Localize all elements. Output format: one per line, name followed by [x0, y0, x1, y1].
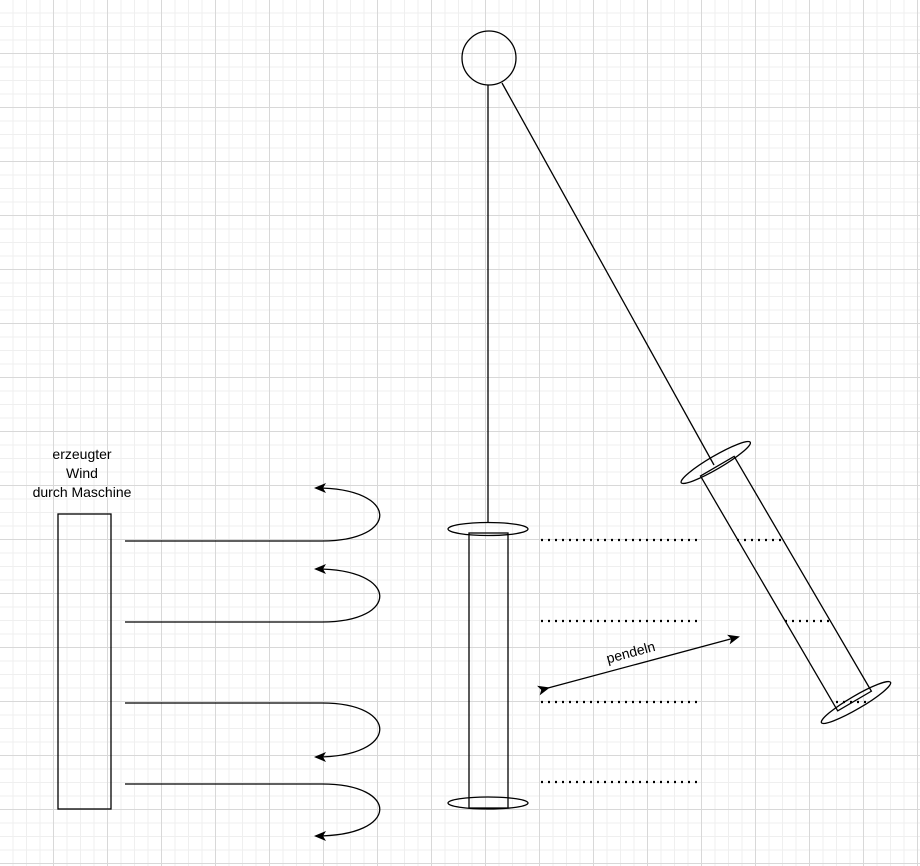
wind-stream-2: [125, 564, 381, 623]
wind-stream-4: [125, 783, 381, 841]
pendulum-top-disc-swung: [680, 440, 752, 485]
pendulum-string-swung: [501, 82, 715, 466]
wind-label-line-3: durch Maschine: [32, 484, 132, 500]
wind-machine: [57, 513, 112, 810]
pendulum-top-disc-rest: [447, 521, 529, 537]
swing-label: pendeln: [605, 638, 657, 666]
pendulum-bottom-disc-rest: [447, 796, 529, 810]
pivot-circle: [461, 30, 517, 86]
pendulum-bottom-disc-swung: [820, 680, 892, 725]
pendulum-body-rest: [468, 532, 509, 809]
wind-machine-label: erzeugter Wind durch Maschine: [12, 445, 152, 502]
wind-stream-3: [125, 702, 381, 762]
wind-label-line-1: erzeugter: [52, 446, 112, 462]
wind-label-line-2: Wind: [66, 465, 98, 481]
wind-stream-1: [125, 483, 381, 542]
pendulum-body-swung: [699, 455, 873, 712]
swing-arrow: [537, 634, 740, 696]
